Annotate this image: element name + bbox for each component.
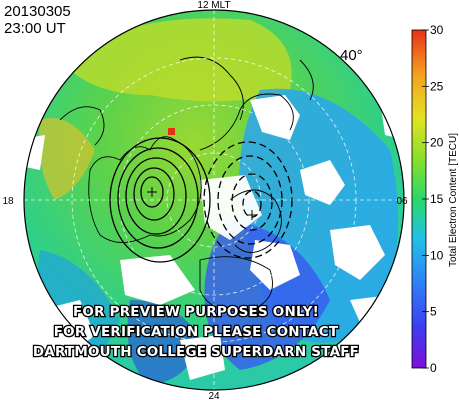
- colorbar-tick-label: 0: [430, 361, 437, 375]
- mlt-label-left: 18: [2, 196, 14, 207]
- time-label: 23:00 UT: [4, 20, 66, 37]
- cell-center-markers: [147, 187, 257, 220]
- watermark-line-3: DARTMOUTH COLLEGE SUPERDARN STAFF: [33, 344, 359, 360]
- colorbar: 0 5 10 15 20 25 30 Total Electron Content [TEC…: [411, 23, 459, 375]
- colorbar-tick-label: 5: [430, 305, 437, 319]
- colorbar-tick-label: 25: [430, 79, 444, 93]
- preview-watermark: FOR PREVIEW PURPOSES ONLY! FOR VERIFICAT…: [32, 303, 361, 362]
- map-boundary: [23, 9, 405, 391]
- date-label: 20130305: [4, 3, 71, 20]
- colorbar-ticks: 0 5 10 15 20 25 30: [422, 23, 444, 375]
- mlt-label-bottom: 24: [208, 391, 220, 400]
- watermark-line-1: FOR PREVIEW PURPOSES ONLY!: [73, 304, 319, 320]
- colorbar-tick-label: 30: [430, 23, 444, 37]
- latitude-grid: [24, 10, 404, 390]
- colorbar-title: Total Electron Content [TECU]: [448, 133, 459, 267]
- convection-contours-negative: [109, 137, 211, 263]
- mlt-label-top: 12 MLT: [197, 0, 230, 11]
- coastlines: [59, 56, 314, 312]
- mlt-label-right: 06: [396, 196, 408, 207]
- colorbar-tick-label: 20: [430, 136, 444, 150]
- watermark-line-2: FOR VERIFICATION PLEASE CONTACT: [54, 324, 339, 340]
- colorbar-tick-label: 15: [430, 192, 444, 206]
- latitude-label: 40°: [340, 47, 363, 64]
- high-tec-marker: [168, 128, 175, 135]
- colorbar-tick-label: 10: [430, 248, 444, 262]
